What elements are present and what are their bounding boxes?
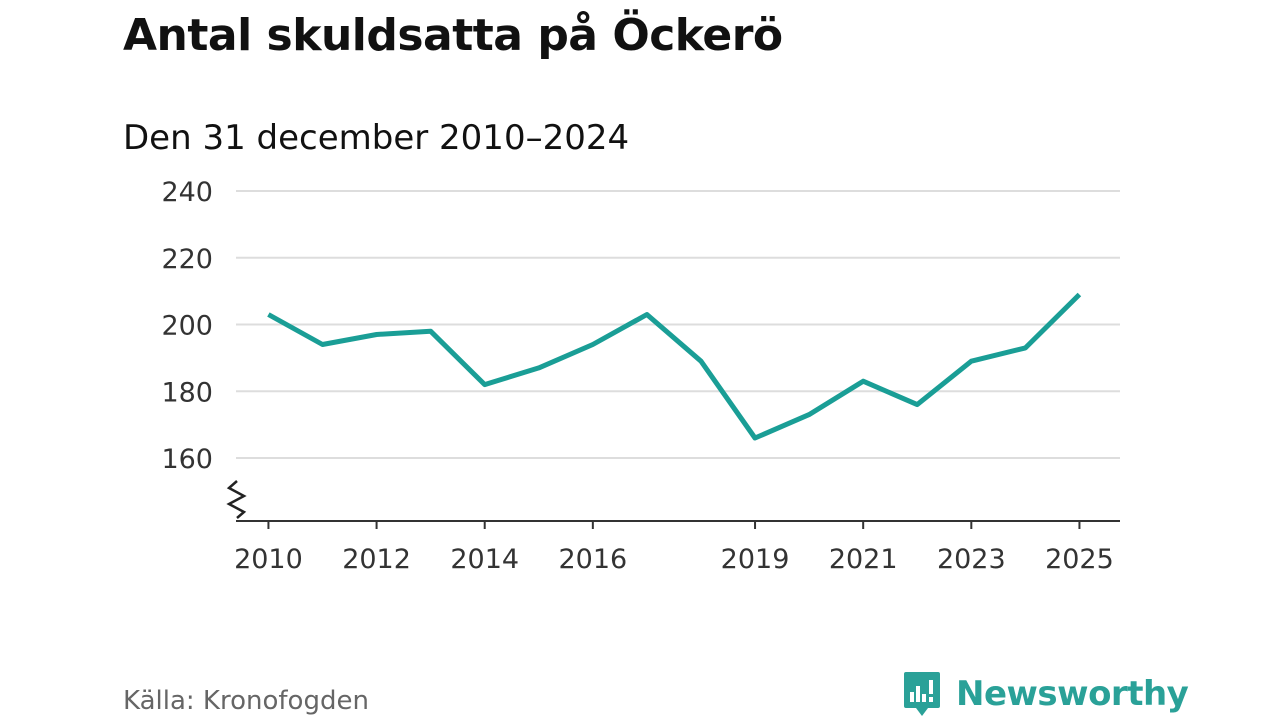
newsworthy-logo-icon (904, 672, 940, 716)
x-tick-label: 2010 (234, 544, 303, 575)
x-tick-label: 2016 (558, 544, 627, 575)
x-tick-label: 2012 (342, 544, 411, 575)
y-tick-label: 180 (161, 377, 213, 408)
y-tick-label: 220 (161, 244, 213, 275)
series-layer (267, 292, 1082, 441)
source-note: Källa: Kronofogden (123, 686, 369, 716)
gridlines (236, 190, 1120, 459)
series-line-0 (267, 292, 1082, 441)
brand-name: Newsworthy (956, 674, 1189, 714)
x-tick-label: 2019 (721, 544, 790, 575)
axis-break-icon (226, 480, 247, 519)
y-axis-tick-labels: 160 180 200 220 240 (161, 177, 213, 475)
chart-subtitle: Den 31 december 2010–2024 (123, 118, 630, 158)
x-tick-label: 2014 (450, 544, 519, 575)
chart-title: Antal skuldsatta på Öckerö (123, 10, 783, 61)
y-tick-label: 200 (161, 311, 213, 342)
y-tick-label: 240 (161, 177, 213, 208)
x-tick-label: 2023 (937, 544, 1006, 575)
x-tick-label: 2025 (1045, 544, 1114, 575)
brand-logo: Newsworthy (902, 670, 1189, 718)
x-tick-label: 2021 (829, 544, 898, 575)
x-axis-ticks: 2010 2012 2014 2016 2019 2021 2023 2025 (234, 521, 1114, 575)
y-tick-label: 160 (161, 444, 213, 475)
